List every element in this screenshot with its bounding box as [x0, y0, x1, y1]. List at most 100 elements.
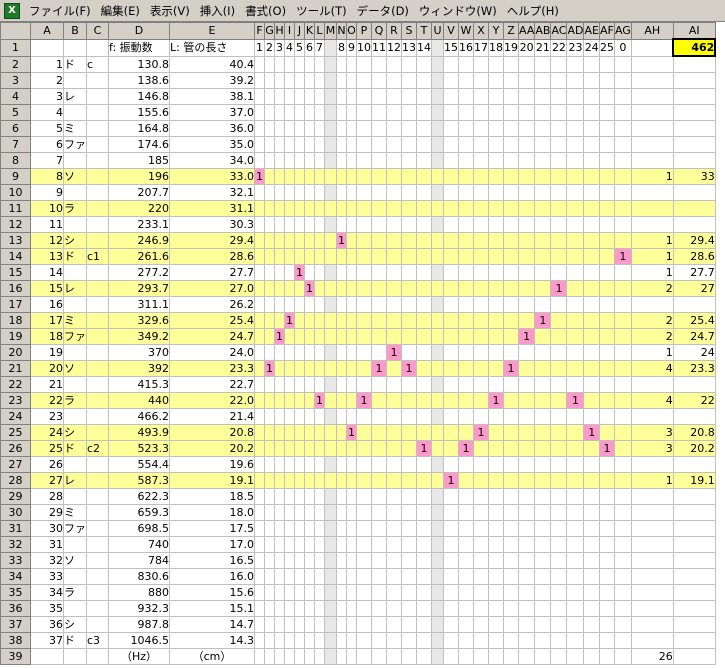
cell[interactable]	[304, 567, 315, 585]
cell[interactable]	[346, 471, 357, 489]
marker-cell[interactable]: 1	[254, 167, 265, 185]
marker-cell[interactable]: 1	[583, 423, 600, 441]
cell[interactable]	[431, 71, 444, 89]
cell[interactable]	[401, 503, 417, 521]
cell-octave[interactable]	[86, 535, 109, 553]
cell[interactable]	[284, 599, 295, 617]
cell[interactable]	[336, 375, 347, 393]
cell[interactable]	[254, 199, 265, 217]
cell[interactable]	[314, 615, 325, 633]
cell-note-name[interactable]: ド	[63, 439, 87, 457]
index-cell[interactable]: 17	[473, 38, 489, 57]
cell[interactable]	[401, 631, 417, 649]
cell[interactable]	[346, 279, 357, 297]
cell[interactable]	[458, 183, 474, 201]
cell-value[interactable]	[672, 487, 716, 505]
cell[interactable]	[431, 263, 444, 281]
cell-count[interactable]: 1	[630, 343, 674, 361]
cell[interactable]	[264, 391, 275, 409]
cell[interactable]	[598, 423, 615, 441]
cell[interactable]	[416, 279, 432, 297]
cell-frequency[interactable]: 440	[108, 391, 170, 409]
cell[interactable]	[416, 199, 432, 217]
cell-octave[interactable]	[86, 151, 109, 169]
cell[interactable]	[294, 135, 305, 153]
cell[interactable]	[386, 71, 402, 89]
cell[interactable]	[517, 567, 536, 585]
cell[interactable]	[458, 199, 474, 217]
cell-frequency[interactable]: 392	[108, 359, 170, 377]
cell-length[interactable]: 40.4	[169, 55, 255, 73]
cell[interactable]	[324, 647, 337, 665]
cell[interactable]	[294, 423, 305, 441]
cell[interactable]	[386, 359, 402, 377]
row-header[interactable]: 30	[0, 503, 31, 521]
cell[interactable]	[264, 135, 275, 153]
cell[interactable]	[336, 71, 347, 89]
cell[interactable]	[583, 231, 600, 249]
cell[interactable]	[284, 231, 295, 249]
cell[interactable]	[550, 231, 568, 249]
cell[interactable]	[386, 567, 402, 585]
cell[interactable]	[431, 359, 444, 377]
cell[interactable]	[371, 391, 387, 409]
cell[interactable]	[264, 231, 275, 249]
cell-frequency[interactable]: 130.8	[108, 55, 170, 73]
cell[interactable]	[488, 407, 504, 425]
menu-item-8[interactable]: ヘルプ(H)	[506, 3, 559, 18]
cell[interactable]	[304, 487, 315, 505]
cell-frequency[interactable]: （Hz）	[108, 647, 170, 665]
cell[interactable]	[274, 487, 285, 505]
cell-count[interactable]	[630, 103, 674, 121]
cell[interactable]	[274, 231, 285, 249]
cell[interactable]	[346, 71, 357, 89]
cell[interactable]	[443, 375, 459, 393]
cell[interactable]	[314, 311, 325, 329]
cell-index[interactable]: 16	[30, 295, 64, 313]
cell[interactable]	[294, 231, 305, 249]
cell[interactable]	[503, 327, 519, 345]
cell[interactable]	[314, 119, 325, 137]
cell-count[interactable]	[630, 455, 674, 473]
cell-length[interactable]: 37.0	[169, 103, 255, 121]
cell[interactable]	[254, 343, 265, 361]
row-header[interactable]: 5	[0, 103, 31, 121]
cell[interactable]	[284, 551, 295, 569]
cell[interactable]	[613, 615, 632, 633]
cell[interactable]	[304, 407, 315, 425]
cell[interactable]	[314, 343, 325, 361]
cell-octave[interactable]	[86, 375, 109, 393]
cell-note-name[interactable]: ラ	[63, 583, 87, 601]
cell[interactable]	[503, 551, 519, 569]
cell[interactable]	[314, 519, 325, 537]
cell[interactable]	[386, 87, 402, 105]
cell[interactable]	[371, 583, 387, 601]
cell-index[interactable]: 9	[30, 183, 64, 201]
cell[interactable]	[264, 471, 275, 489]
cell[interactable]	[431, 503, 444, 521]
row-header[interactable]: 36	[0, 599, 31, 617]
cell[interactable]	[336, 359, 347, 377]
cell[interactable]	[304, 311, 315, 329]
cell[interactable]	[401, 151, 417, 169]
cell[interactable]	[264, 423, 275, 441]
cell[interactable]	[254, 599, 265, 617]
cell[interactable]	[443, 407, 459, 425]
cell[interactable]	[416, 615, 432, 633]
cell[interactable]	[488, 631, 504, 649]
cell[interactable]	[598, 391, 615, 409]
cell[interactable]	[416, 455, 432, 473]
cell[interactable]	[401, 535, 417, 553]
cell[interactable]	[371, 215, 387, 233]
cell[interactable]	[324, 551, 337, 569]
cell[interactable]	[324, 135, 337, 153]
cell[interactable]	[371, 599, 387, 617]
cell[interactable]	[284, 55, 295, 73]
cell[interactable]	[517, 391, 536, 409]
cell[interactable]	[371, 535, 387, 553]
cell[interactable]	[488, 199, 504, 217]
cell[interactable]	[336, 135, 347, 153]
cell[interactable]	[314, 55, 325, 73]
cell[interactable]	[284, 519, 295, 537]
cell[interactable]	[473, 551, 489, 569]
